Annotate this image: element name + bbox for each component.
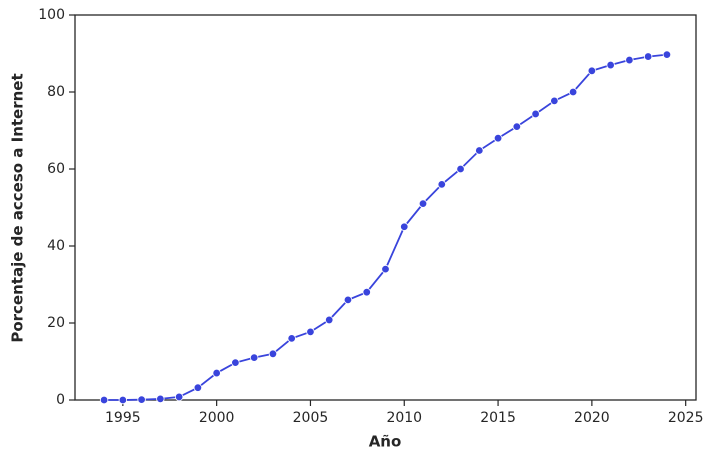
data-point — [381, 264, 390, 274]
x-tick-label: 2025 — [668, 410, 704, 426]
y-tick-label: 20 — [47, 315, 65, 331]
y-tick-label: 60 — [47, 161, 65, 177]
data-line — [104, 53, 668, 401]
data-point — [550, 96, 559, 106]
data-point — [99, 395, 109, 405]
x-tick-label: 2000 — [199, 410, 235, 426]
data-point — [287, 334, 296, 343]
data-point — [456, 164, 465, 174]
data-point — [512, 122, 522, 131]
data-point — [400, 222, 409, 231]
y-tick-label: 0 — [56, 392, 65, 408]
y-axis-label: Porcentaje de acceso a Internet — [9, 73, 27, 342]
data-point — [268, 349, 278, 358]
data-point — [418, 199, 428, 208]
data-point — [568, 87, 578, 97]
data-point — [174, 392, 184, 402]
plot-frame — [74, 14, 697, 401]
x-tick-label: 2010 — [386, 410, 422, 426]
x-axis-label: Año — [369, 433, 402, 451]
data-point — [643, 52, 653, 61]
data-point — [493, 133, 503, 143]
data-point — [587, 66, 597, 76]
data-point — [343, 295, 353, 305]
data-point — [437, 180, 446, 189]
data-point — [531, 109, 540, 119]
data-point — [362, 288, 371, 297]
data-point — [137, 395, 146, 404]
x-tick-label: 2015 — [480, 410, 516, 426]
data-point — [249, 353, 259, 362]
data-point — [662, 50, 672, 59]
data-point — [306, 327, 315, 337]
y-tick-label: 40 — [47, 238, 65, 254]
data-point — [231, 358, 240, 367]
data-point — [606, 60, 615, 70]
x-tick-label: 2020 — [574, 410, 610, 426]
data-point — [325, 315, 334, 325]
y-tick-label: 100 — [38, 7, 65, 23]
y-tick-label: 80 — [47, 84, 65, 100]
data-point — [156, 394, 165, 404]
data-point — [193, 383, 203, 392]
data-point — [212, 368, 221, 378]
data-point — [475, 146, 484, 155]
x-tick-label: 1995 — [105, 410, 141, 426]
x-tick-label: 2005 — [293, 410, 329, 426]
data-point — [625, 55, 634, 65]
data-point — [118, 395, 128, 405]
